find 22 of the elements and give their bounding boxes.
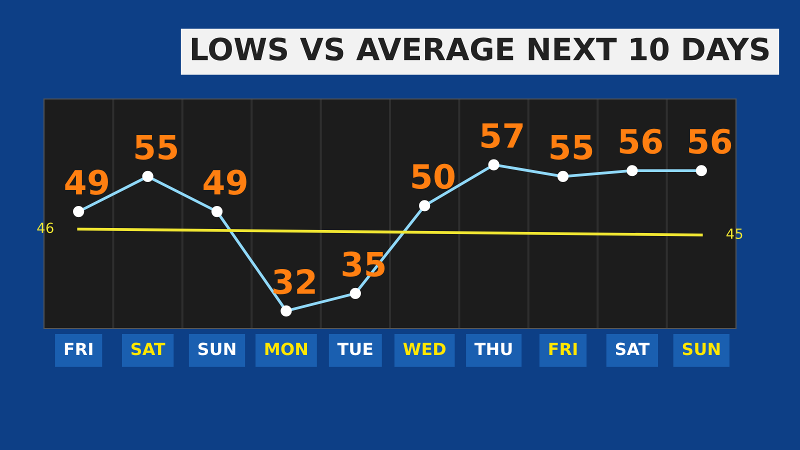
data-label: 56 — [620, 128, 662, 154]
data-label: 50 — [412, 164, 455, 190]
data-label: 45 — [726, 228, 742, 239]
data-label: 57 — [481, 123, 523, 148]
data-label: 46 — [37, 222, 54, 234]
data-label: 49 — [204, 170, 246, 195]
x-tick-label: SAT — [132, 342, 166, 356]
x-tick-label: WED — [403, 342, 446, 356]
x-tick-label: SUN — [198, 342, 236, 356]
x-tick-label: FRI — [64, 342, 92, 356]
x-tick-label: THU — [474, 342, 512, 356]
x-tick-label: SUN — [682, 342, 720, 356]
data-label: 55 — [135, 135, 177, 160]
chart-title: LOWS VS AVERAGE NEXT 10 DAYS — [192, 38, 769, 61]
x-tick-label: SAT — [616, 342, 650, 356]
data-label: 56 — [689, 128, 732, 154]
x-tick-label: TUE — [337, 342, 372, 356]
data-label: 55 — [550, 135, 592, 160]
data-label: 32 — [274, 269, 315, 294]
x-tick-label: FRI — [549, 342, 577, 356]
x-tick-label: MON — [265, 342, 308, 356]
data-label: 49 — [65, 170, 108, 195]
